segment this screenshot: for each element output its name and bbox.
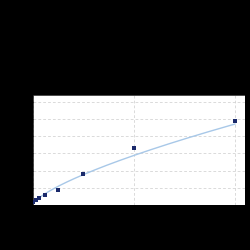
Point <box>233 119 237 123</box>
Point <box>34 198 38 202</box>
X-axis label: Human Arginase 1 (ARG1)
Concentration (ng/ml): Human Arginase 1 (ARG1) Concentration (n… <box>98 218 180 230</box>
Y-axis label: OD: OD <box>5 144 14 156</box>
Point <box>37 196 41 200</box>
Point <box>56 188 60 192</box>
Point <box>43 194 47 198</box>
Point <box>30 200 34 203</box>
Point <box>81 172 85 176</box>
Point <box>132 146 136 150</box>
